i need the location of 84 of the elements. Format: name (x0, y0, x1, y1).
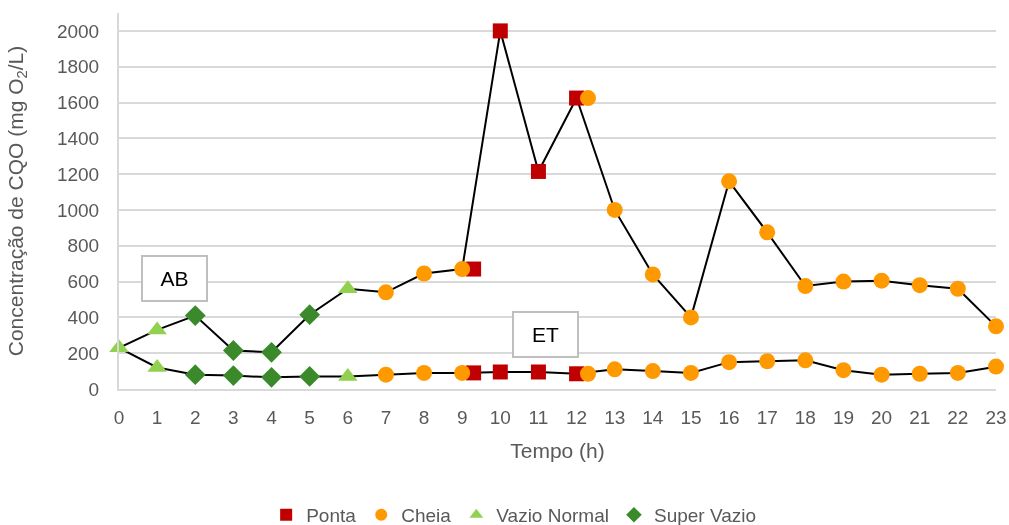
x-tick-label: 18 (794, 406, 816, 428)
x-tick-label: 9 (456, 406, 468, 428)
x-tick-label: 14 (642, 406, 664, 428)
x-tick-label: 20 (871, 406, 893, 428)
x-tick-label: 6 (342, 406, 354, 428)
x-tick-label: 15 (680, 406, 702, 428)
x-tick-label: 22 (947, 406, 969, 428)
point (873, 366, 890, 383)
x-tick-label: 2 (189, 406, 201, 428)
point (682, 364, 699, 381)
point (797, 278, 814, 295)
y-tick-label: 1600 (56, 92, 100, 114)
y-tick-label: 200 (67, 342, 100, 364)
point (454, 261, 471, 278)
x-tick-label: 3 (228, 406, 239, 428)
x-tick-label: 4 (266, 406, 278, 428)
point (911, 365, 928, 382)
y-tick-label: 0 (88, 378, 100, 400)
annotation: ET (532, 323, 559, 346)
x-axis-title: Tempo (h) (510, 439, 605, 463)
y-tick-label: 400 (67, 307, 100, 329)
legend-label: Vazio Normal (496, 505, 609, 525)
point (644, 363, 661, 380)
y-tick-label: 1000 (56, 199, 100, 221)
y-tick-label: 800 (67, 235, 100, 257)
point (606, 201, 623, 218)
x-tick-label: 10 (489, 406, 511, 428)
point (416, 364, 433, 381)
x-tick-label: 11 (528, 406, 549, 428)
x-tick-label: 5 (304, 406, 315, 428)
point (530, 163, 546, 179)
point (377, 366, 394, 383)
point (759, 224, 776, 241)
point (949, 364, 966, 381)
point (988, 358, 1004, 375)
x-tick-label: 16 (718, 406, 740, 428)
point (606, 361, 623, 378)
point (377, 284, 394, 301)
point (492, 23, 508, 39)
point (580, 90, 596, 107)
point (222, 365, 244, 386)
y-tick-label: 600 (67, 271, 100, 293)
point (835, 273, 852, 290)
x-tick-label: 21 (909, 406, 931, 428)
x-tick-label: 13 (604, 406, 626, 428)
x-tick-label: 0 (113, 406, 125, 428)
x-tick-label: 17 (756, 406, 778, 428)
point (721, 173, 738, 190)
point (261, 366, 282, 388)
point (949, 280, 966, 297)
point (759, 353, 776, 370)
point (299, 304, 321, 326)
point (530, 364, 546, 380)
annotation: AB (160, 267, 189, 290)
x-tick-label: 8 (418, 406, 430, 428)
y-tick-label: 1200 (56, 163, 100, 185)
point (835, 362, 852, 379)
y-tick-label: 1400 (56, 127, 100, 149)
x-tick-label: 19 (832, 406, 855, 428)
point (454, 364, 471, 381)
point (682, 309, 699, 326)
y-tick-label: 2000 (56, 20, 100, 42)
point (721, 354, 738, 371)
x-tick-label: 1 (151, 406, 163, 428)
point (147, 321, 167, 335)
point (261, 341, 282, 363)
point (911, 277, 928, 294)
x-tick-label: 23 (985, 406, 1007, 428)
legend-label: Cheia (401, 505, 452, 525)
point (988, 318, 1004, 335)
x-tick-label: 7 (380, 406, 392, 428)
y-tick-label: 1800 (56, 56, 100, 78)
point (184, 305, 206, 326)
point (873, 272, 890, 289)
point (797, 352, 814, 369)
legend-label: Ponta (306, 505, 357, 525)
x-tick-label: 12 (566, 406, 588, 428)
point (580, 365, 596, 382)
point (416, 265, 433, 282)
point (644, 266, 661, 283)
point (492, 364, 508, 380)
point (184, 364, 206, 386)
point (299, 366, 321, 387)
point (222, 340, 244, 361)
